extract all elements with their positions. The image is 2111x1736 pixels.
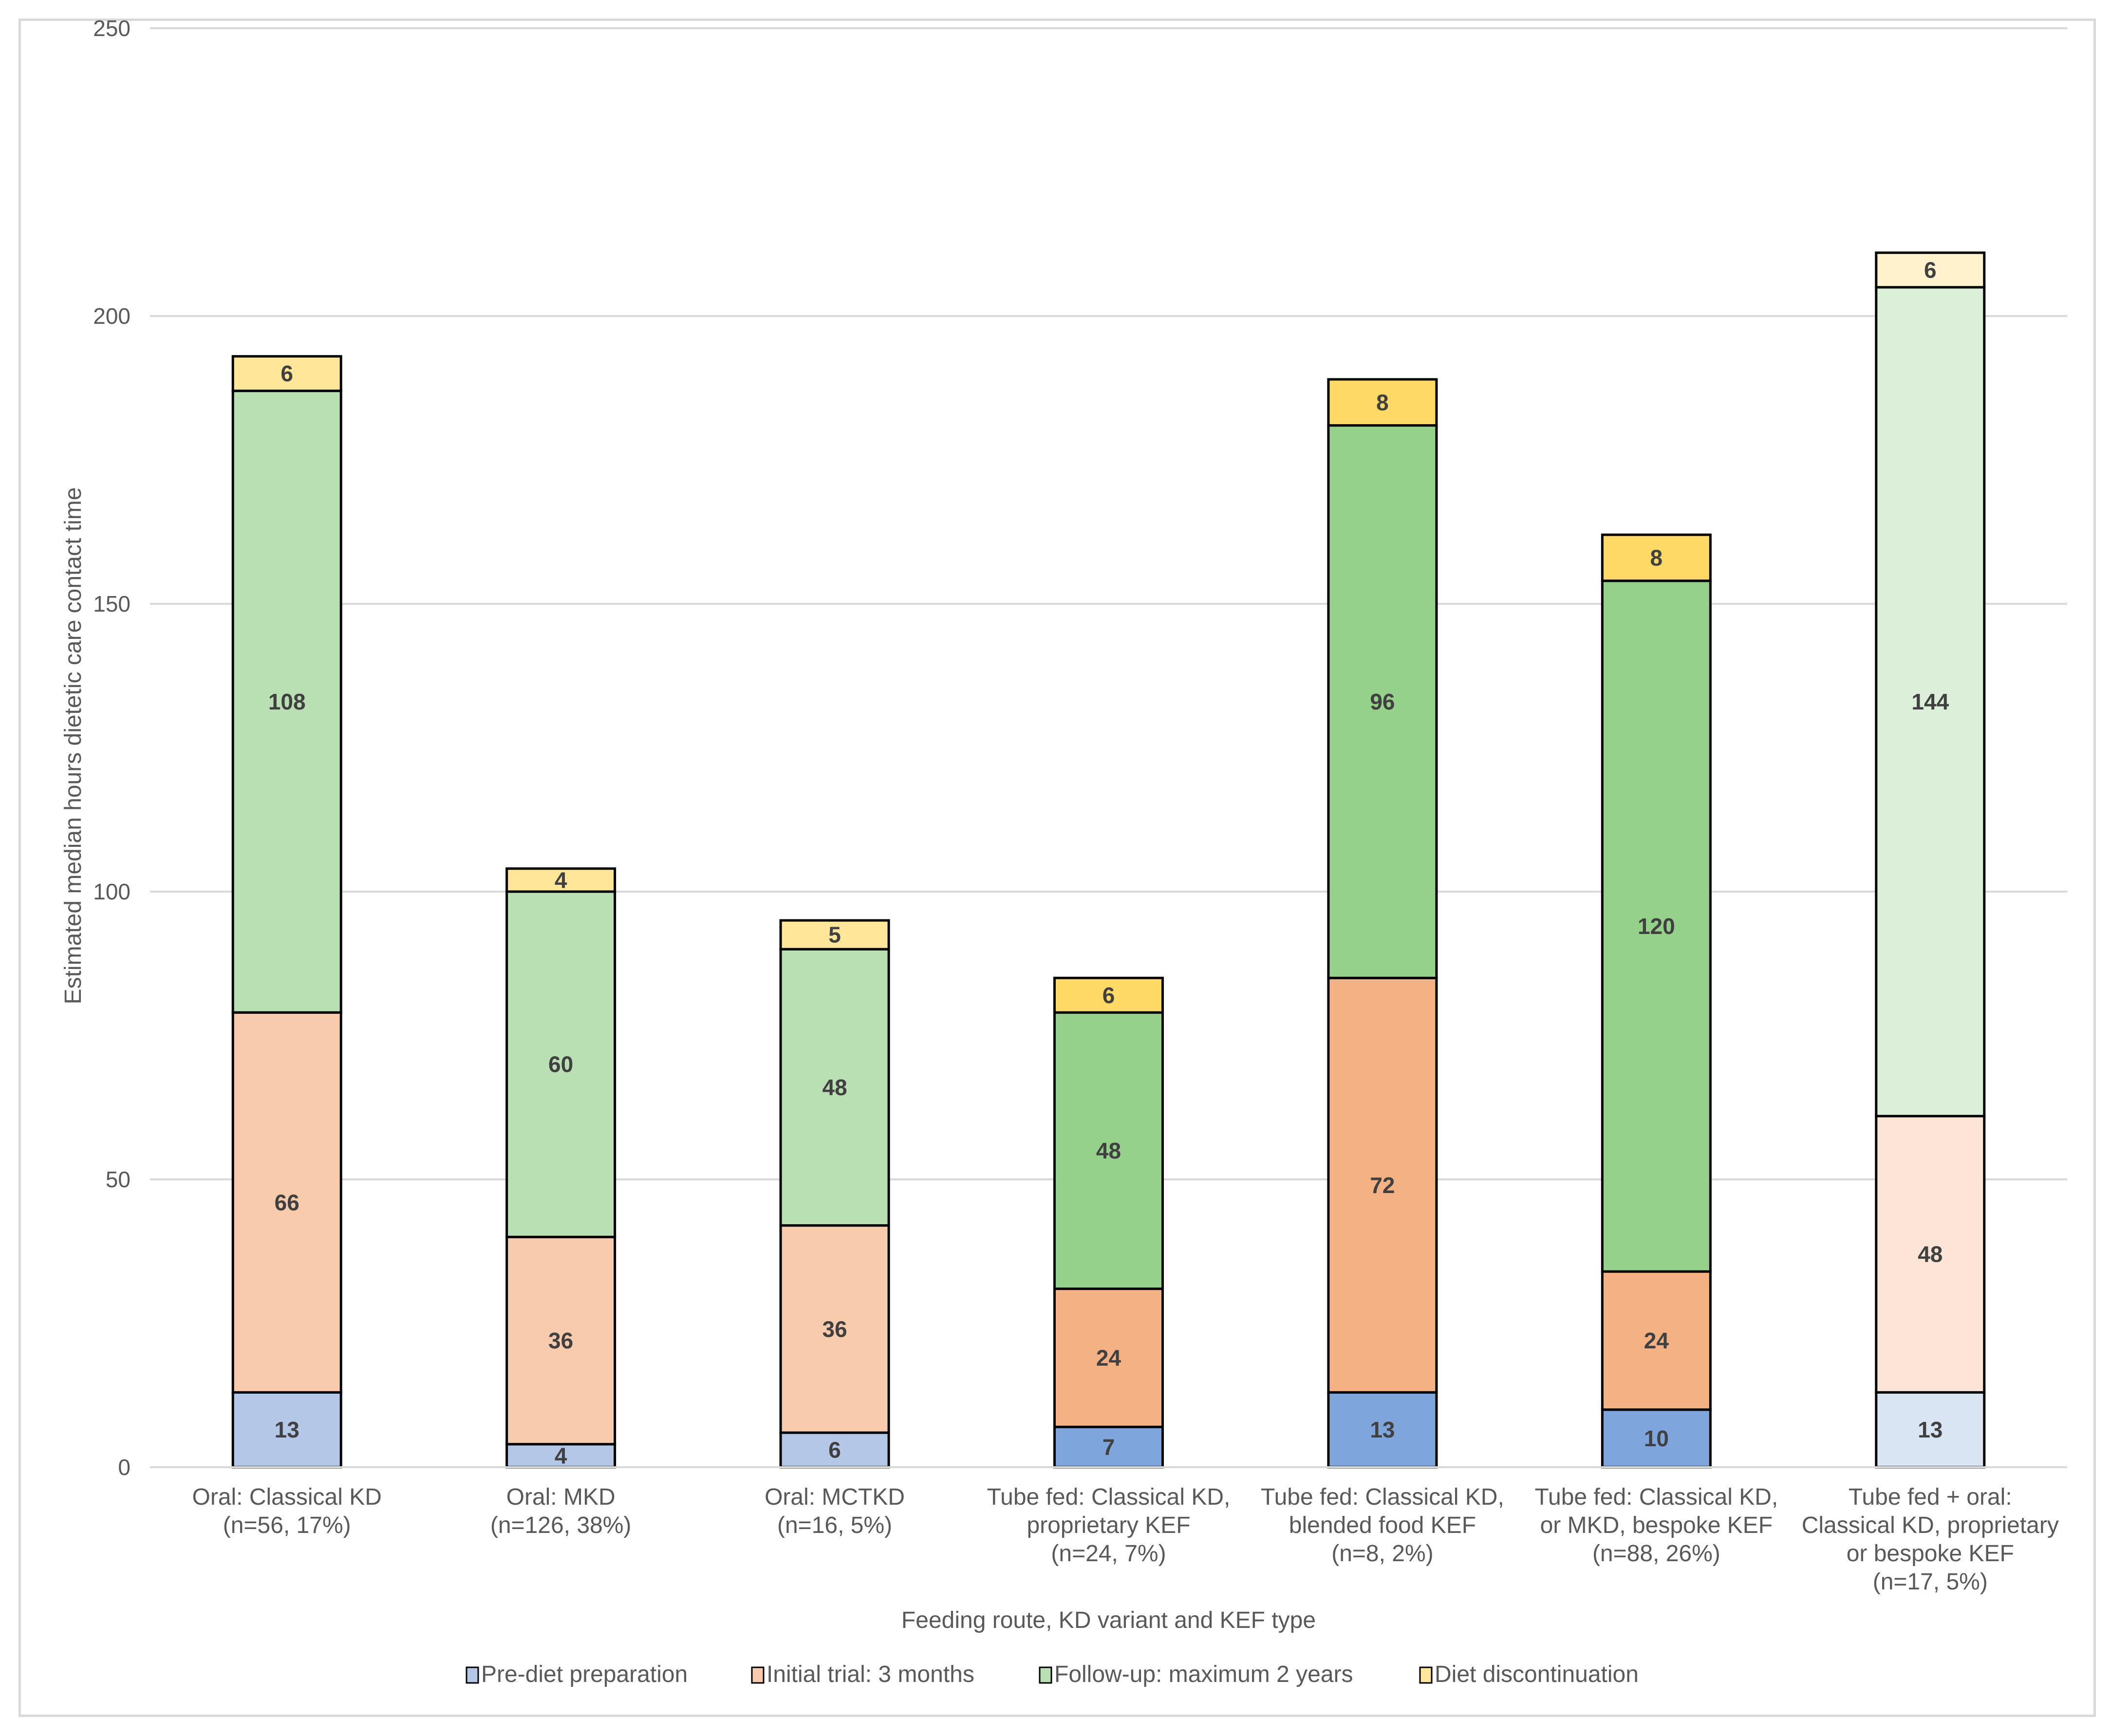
data-label: 6 [828, 1437, 841, 1463]
legend-swatch [466, 1666, 479, 1684]
y-tick-label: 0 [118, 1455, 131, 1480]
x-category-label: proprietary KEF [1027, 1512, 1190, 1538]
x-category-label: (n=17, 5%) [1873, 1569, 1988, 1595]
y-tick-label: 100 [93, 879, 131, 904]
bar-segment [1601, 1270, 1712, 1411]
legend-label: Initial trial: 3 months [766, 1661, 974, 1687]
x-category-label: (n=16, 5%) [777, 1512, 892, 1538]
data-label: 48 [1096, 1138, 1121, 1163]
data-label: 5 [828, 922, 841, 948]
data-label: 13 [1918, 1417, 1943, 1442]
data-label: 6 [1102, 983, 1115, 1008]
data-label: 144 [1911, 689, 1949, 714]
x-category-label: or MKD, bespoke KEF [1540, 1512, 1773, 1538]
bar-segment [779, 948, 890, 1227]
x-category-label: Oral: MKD [506, 1484, 616, 1510]
data-label: 8 [1376, 390, 1389, 415]
x-category-label: or bespoke KEF [1847, 1541, 2014, 1567]
x-category-label: blended food KEF [1289, 1512, 1476, 1538]
data-label: 96 [1370, 689, 1395, 714]
bar-segment [779, 919, 890, 951]
data-label: 72 [1370, 1173, 1395, 1198]
data-label: 120 [1638, 914, 1675, 939]
data-label: 24 [1644, 1328, 1669, 1353]
data-label: 36 [548, 1328, 573, 1353]
x-category-label: (n=24, 7%) [1051, 1541, 1166, 1567]
bar-segment [1875, 1391, 1986, 1469]
bar-segment [779, 1431, 890, 1469]
bar-segment [1875, 286, 1986, 1118]
bar-segment [505, 1443, 616, 1469]
data-label: 36 [822, 1316, 847, 1342]
x-category-label: Tube fed: Classical KD, [1534, 1484, 1778, 1510]
data-label: 48 [822, 1075, 847, 1100]
bar-segment [1327, 424, 1438, 979]
y-tick-label: 150 [93, 591, 131, 616]
y-tick-label: 50 [106, 1167, 131, 1192]
data-label: 7 [1102, 1435, 1115, 1460]
data-label: 4 [555, 867, 567, 893]
x-category-label: Oral: MCTKD [765, 1484, 905, 1510]
data-label: 108 [268, 689, 306, 714]
y-axis-title: Estimated median hours dietetic care con… [60, 487, 86, 1005]
bar-segment [1327, 378, 1438, 427]
data-label: 13 [1370, 1417, 1395, 1442]
data-label: 60 [548, 1052, 573, 1077]
bar-segment [1601, 533, 1712, 582]
data-label: 4 [555, 1443, 567, 1468]
legend-swatch [1419, 1666, 1433, 1684]
x-category-label: Tube fed + oral: [1849, 1484, 2012, 1510]
bar-segment [505, 890, 616, 1238]
bar-segment [505, 867, 616, 893]
x-axis-title: Feeding route, KD variant and KEF type [901, 1607, 1316, 1633]
bar-segment [1053, 1288, 1164, 1428]
bar-segment [231, 355, 342, 392]
bar-segment [1601, 1408, 1712, 1469]
x-category-label: (n=56, 17%) [223, 1512, 351, 1538]
legend-label: Diet discontinuation [1435, 1661, 1639, 1687]
data-label: 13 [275, 1417, 299, 1442]
bar-segment [1053, 1425, 1164, 1469]
bar-segment [231, 1391, 342, 1469]
bar-segment [231, 1011, 342, 1394]
data-label: 6 [280, 361, 293, 386]
bar-segment [779, 1224, 890, 1434]
data-label: 8 [1650, 545, 1663, 570]
bar-segment [505, 1235, 616, 1446]
data-label: 48 [1918, 1242, 1943, 1267]
legend-swatch [751, 1666, 765, 1684]
x-category-label: Tube fed: Classical KD, [1261, 1484, 1504, 1510]
data-label: 10 [1644, 1426, 1669, 1451]
bar-segment [1875, 251, 1986, 289]
bar-segment [1327, 976, 1438, 1394]
y-tick-label: 200 [93, 303, 131, 329]
data-label: 24 [1096, 1345, 1121, 1370]
x-category-label: Oral: Classical KD [192, 1484, 382, 1510]
bar-segment [1053, 976, 1164, 1014]
data-label: 66 [275, 1190, 299, 1215]
x-category-label: (n=8, 2%) [1331, 1541, 1433, 1567]
data-label: 6 [1924, 257, 1937, 282]
x-category-label: Tube fed: Classical KD, [987, 1484, 1231, 1510]
x-category-label: Classical KD, proprietary [1802, 1512, 2059, 1538]
legend-label: Pre-diet preparation [481, 1661, 688, 1687]
bar-segment [1053, 1011, 1164, 1290]
legend-label: Follow-up: maximum 2 years [1054, 1661, 1353, 1687]
legend-swatch [1039, 1666, 1052, 1684]
x-category-label: (n=126, 38%) [490, 1512, 632, 1538]
y-tick-label: 250 [93, 16, 131, 41]
x-category-label: (n=88, 26%) [1592, 1541, 1720, 1567]
